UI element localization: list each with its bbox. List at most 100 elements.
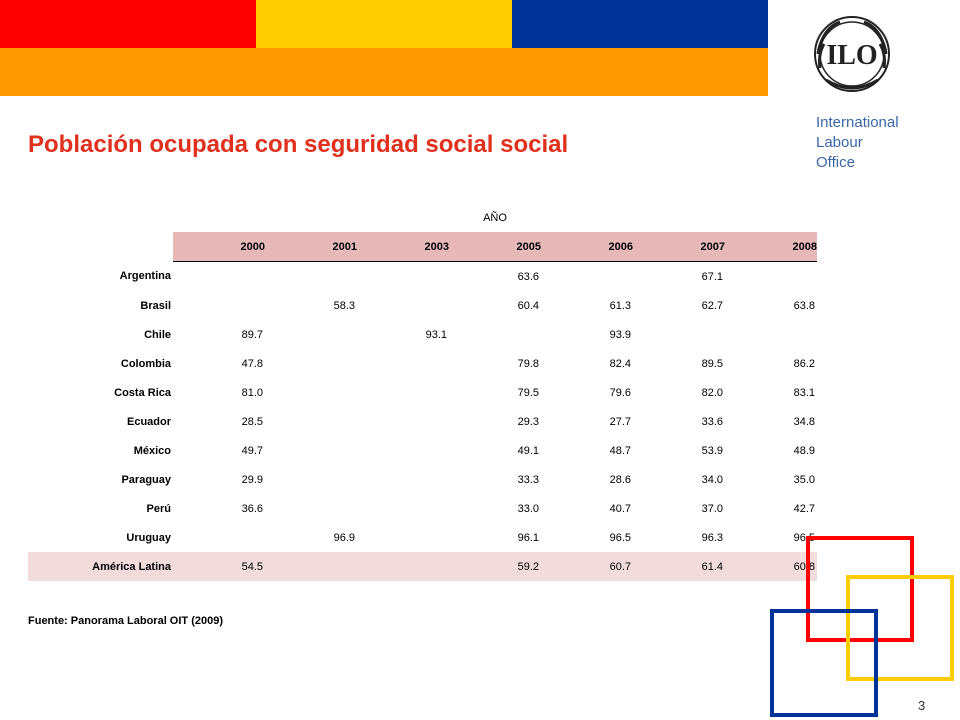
value-cell: 96.3 (701, 531, 723, 544)
value-cell: 89.7 (241, 328, 263, 341)
header-band-blue (512, 0, 768, 48)
country-label: Brasil (140, 299, 171, 312)
value-cell: 62.7 (701, 299, 723, 312)
org-name-line: Office (816, 154, 855, 171)
value-cell: 93.1 (425, 328, 447, 341)
value-cell: 42.7 (793, 502, 815, 515)
value-cell: 63.6 (517, 270, 539, 283)
decorative-square-blue (770, 609, 878, 717)
year-group-header: AÑO (483, 211, 507, 224)
value-cell: 96.5 (793, 531, 815, 544)
table-row: Brasil 58.3 60.4 61.3 62.7 63.8 (28, 291, 817, 320)
value-cell (265, 320, 357, 349)
year-header-row: 2000 2001 2003 2005 2006 2007 2008 (28, 232, 817, 262)
country-label: Ecuador (126, 415, 171, 428)
value-cell (265, 407, 357, 436)
value-cell: 81.0 (241, 386, 263, 399)
value-cell: 60.4 (517, 299, 539, 312)
value-cell: 35.0 (793, 473, 815, 486)
value-cell: 48.9 (793, 444, 815, 457)
table-row: Uruguay 96.9 96.1 96.5 96.3 96.5 (28, 523, 817, 552)
value-cell (449, 320, 541, 349)
value-cell (357, 436, 449, 465)
value-cell (357, 552, 449, 581)
value-cell (265, 465, 357, 494)
value-cell (173, 523, 265, 552)
header-band-red (0, 0, 256, 48)
value-cell: 59.2 (449, 552, 541, 581)
value-cell: 54.5 (173, 552, 265, 581)
table-row: Ecuador 28.5 29.3 27.7 33.6 34.8 (28, 407, 817, 436)
value-cell: 37.0 (701, 502, 723, 515)
value-cell (265, 378, 357, 407)
country-label: Colombia (120, 357, 171, 370)
value-cell (265, 436, 357, 465)
value-cell: 49.1 (517, 444, 539, 457)
year-header: 2000 (173, 232, 265, 262)
year-header: 2003 (357, 232, 449, 262)
value-cell: 61.3 (609, 299, 631, 312)
country-label: Uruguay (126, 531, 171, 544)
value-cell (357, 262, 449, 292)
value-cell: 34.8 (793, 415, 815, 428)
value-cell: 96.5 (609, 531, 631, 544)
value-cell (357, 465, 449, 494)
value-cell: 96.1 (517, 531, 539, 544)
table-row: Costa Rica 81.0 79.5 79.6 82.0 83.1 (28, 378, 817, 407)
country-label: México (133, 444, 171, 457)
value-cell: 79.6 (609, 386, 631, 399)
year-header: 2006 (541, 232, 633, 262)
year-header: 2005 (449, 232, 541, 262)
value-cell: 34.0 (701, 473, 723, 486)
value-cell (633, 320, 725, 349)
organization-name: International Labour Office (816, 113, 899, 173)
source-note: Fuente: Panorama Laboral OIT (2009) (28, 615, 223, 627)
value-cell (357, 407, 449, 436)
value-cell: 36.6 (241, 502, 263, 515)
year-header: 2007 (633, 232, 725, 262)
year-group-header-row: AÑO (28, 203, 817, 232)
country-label: Perú (146, 502, 171, 515)
country-label: Argentina (119, 270, 171, 283)
value-cell (357, 523, 449, 552)
value-cell: 93.9 (609, 328, 631, 341)
value-cell (173, 291, 265, 320)
value-cell (357, 378, 449, 407)
value-cell: 33.0 (517, 502, 539, 515)
value-cell: 27.7 (609, 415, 631, 428)
org-name-line: International (816, 114, 899, 131)
country-label: Costa Rica (114, 386, 171, 399)
value-cell: 47.8 (241, 357, 263, 370)
svg-text:ILO: ILO (826, 40, 877, 71)
value-cell (173, 262, 265, 292)
ilo-logo: ILO (814, 16, 890, 92)
table-row: México 49.7 49.1 48.7 53.9 48.9 (28, 436, 817, 465)
value-cell: 48.7 (609, 444, 631, 457)
header-band-yellow (256, 0, 512, 48)
value-cell: 29.3 (517, 415, 539, 428)
value-cell (541, 262, 633, 292)
value-cell: 86.2 (793, 357, 815, 370)
value-cell: 33.3 (517, 473, 539, 486)
value-cell: 28.6 (609, 473, 631, 486)
coverage-table: AÑO 2000 2001 2003 2005 2006 2007 2008 A… (28, 203, 817, 581)
value-cell: 83.1 (793, 386, 815, 399)
value-cell: 28.5 (241, 415, 263, 428)
value-cell: 89.5 (701, 357, 723, 370)
value-cell: 60.7 (541, 552, 633, 581)
table-row: Perú 36.6 33.0 40.7 37.0 42.7 (28, 494, 817, 523)
value-cell (357, 291, 449, 320)
table-row: Paraguay 29.9 33.3 28.6 34.0 35.0 (28, 465, 817, 494)
value-cell: 79.5 (517, 386, 539, 399)
value-cell (725, 320, 817, 349)
country-label: Chile (144, 328, 171, 341)
value-cell: 61.4 (633, 552, 725, 581)
country-label: América Latina (28, 552, 173, 581)
value-cell (265, 494, 357, 523)
table-row: Chile 89.7 93.1 93.9 (28, 320, 817, 349)
value-cell: 96.9 (333, 531, 355, 544)
value-cell (265, 552, 357, 581)
table-row: Argentina 63.6 67.1 (28, 262, 817, 292)
table-row: Colombia 47.8 79.8 82.4 89.5 86.2 (28, 349, 817, 378)
org-name-line: Labour (816, 134, 863, 151)
